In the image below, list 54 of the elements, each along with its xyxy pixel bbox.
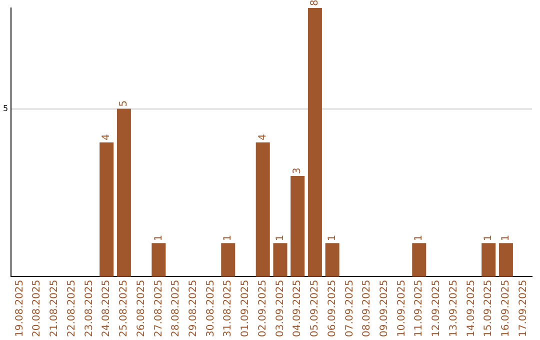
x-tick-label: 29.08.2025 — [188, 280, 199, 338]
x-tick-label: 30.08.2025 — [205, 280, 216, 338]
data-label: 1 — [274, 234, 286, 242]
x-tick-label: 02.09.2025 — [257, 280, 268, 338]
x-tick-label: 08.09.2025 — [362, 280, 373, 338]
data-label: 1 — [483, 234, 494, 242]
x-tick-label: 22.08.2025 — [66, 280, 78, 338]
x-tick-label: 21.08.2025 — [49, 280, 60, 338]
x-tick-label: 11.09.2025 — [414, 280, 425, 338]
x-tick-label: 27.08.2025 — [153, 280, 164, 338]
bar — [325, 243, 340, 277]
bar — [498, 243, 513, 277]
x-tick-label: 19.08.2025 — [14, 280, 26, 338]
bar — [256, 142, 270, 277]
x-tick-label: 04.09.2025 — [292, 280, 304, 338]
x-tick-label: 25.08.2025 — [118, 280, 130, 338]
bar — [221, 243, 236, 277]
data-label: 1 — [326, 234, 338, 242]
x-tick-label: 23.08.2025 — [84, 280, 95, 338]
x-tick-label: 28.08.2025 — [170, 280, 182, 338]
x-tick-label: 14.09.2025 — [466, 280, 477, 338]
x-tick-label: 15.09.2025 — [483, 280, 494, 338]
x-tick-label: 16.09.2025 — [500, 280, 512, 338]
bar — [412, 243, 426, 277]
bar — [273, 243, 288, 277]
x-tick-label: 06.09.2025 — [326, 280, 338, 338]
data-label: 1 — [153, 234, 164, 242]
data-label: 1 — [222, 234, 234, 242]
x-tick-label: 13.09.2025 — [448, 280, 460, 338]
bar — [100, 142, 114, 277]
data-label: 3 — [292, 168, 304, 174]
bar — [290, 176, 305, 277]
x-tick-label: 12.09.2025 — [431, 280, 442, 338]
x-tick-label: 07.09.2025 — [344, 280, 356, 338]
data-label: 1 — [500, 234, 512, 242]
x-tick-label: 03.09.2025 — [274, 280, 286, 338]
data-label: 1 — [414, 234, 425, 242]
data-label: 8 — [310, 0, 321, 6]
data-label: 4 — [257, 134, 268, 140]
x-tick-label: 17.09.2025 — [518, 280, 529, 338]
data-label: 5 — [118, 100, 130, 107]
bar — [116, 108, 131, 277]
bar — [308, 8, 322, 277]
x-tick-label: 24.08.2025 — [101, 280, 112, 338]
data-label: 4 — [101, 134, 112, 140]
bar — [152, 243, 166, 277]
x-tick-label: 09.09.2025 — [379, 280, 390, 338]
bar — [482, 243, 496, 277]
x-tick-label: 31.08.2025 — [222, 280, 234, 338]
x-tick-label: 26.08.2025 — [136, 280, 147, 338]
x-tick-label: 10.09.2025 — [396, 280, 408, 338]
x-tick-label: 20.08.2025 — [32, 280, 43, 338]
x-tick-label: 01.09.2025 — [240, 280, 252, 338]
x-tick-label: 05.09.2025 — [310, 280, 321, 338]
